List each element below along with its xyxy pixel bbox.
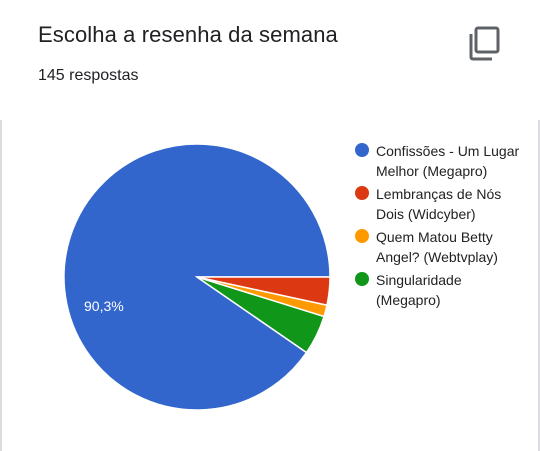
legend-swatch-confissoes bbox=[355, 143, 369, 157]
copy-icon bbox=[469, 26, 500, 61]
legend-swatch-lembrancas bbox=[355, 186, 369, 200]
pie-slice-singularidade[interactable] bbox=[196, 276, 325, 354]
legend-item-lembrancas[interactable]: Lembranças de Nós Dois (Widcyber) bbox=[355, 185, 535, 224]
card-border-right bbox=[538, 120, 540, 451]
response-count: 145 respostas bbox=[38, 67, 139, 84]
legend-swatch-singularidade bbox=[355, 272, 369, 286]
card-border-left bbox=[0, 120, 2, 451]
copy-chart-button[interactable] bbox=[466, 24, 502, 62]
question-title: Escolha a resenha da semana bbox=[38, 22, 338, 47]
legend-swatch-quem-matou bbox=[355, 229, 369, 243]
chart-legend: Confissões - Um Lugar Melhor (Megapro) Le… bbox=[355, 142, 535, 314]
legend-label-quem-matou: Quem Matou Betty Angel? (Webtvplay) bbox=[376, 229, 498, 265]
legend-label-singularidade: Singularidade (Megapro) bbox=[376, 272, 462, 308]
legend-item-quem-matou[interactable]: Quem Matou Betty Angel? (Webtvplay) bbox=[355, 228, 535, 267]
legend-label-confissoes: Confissões - Um Lugar Melhor (Megapro) bbox=[376, 143, 520, 179]
legend-label-lembrancas: Lembranças de Nós Dois (Widcyber) bbox=[376, 186, 502, 222]
legend-item-confissoes[interactable]: Confissões - Um Lugar Melhor (Megapro) bbox=[355, 142, 535, 181]
slice-label-confissoes: 90,3% bbox=[84, 298, 124, 314]
legend-item-singularidade[interactable]: Singularidade (Megapro) bbox=[355, 271, 535, 310]
